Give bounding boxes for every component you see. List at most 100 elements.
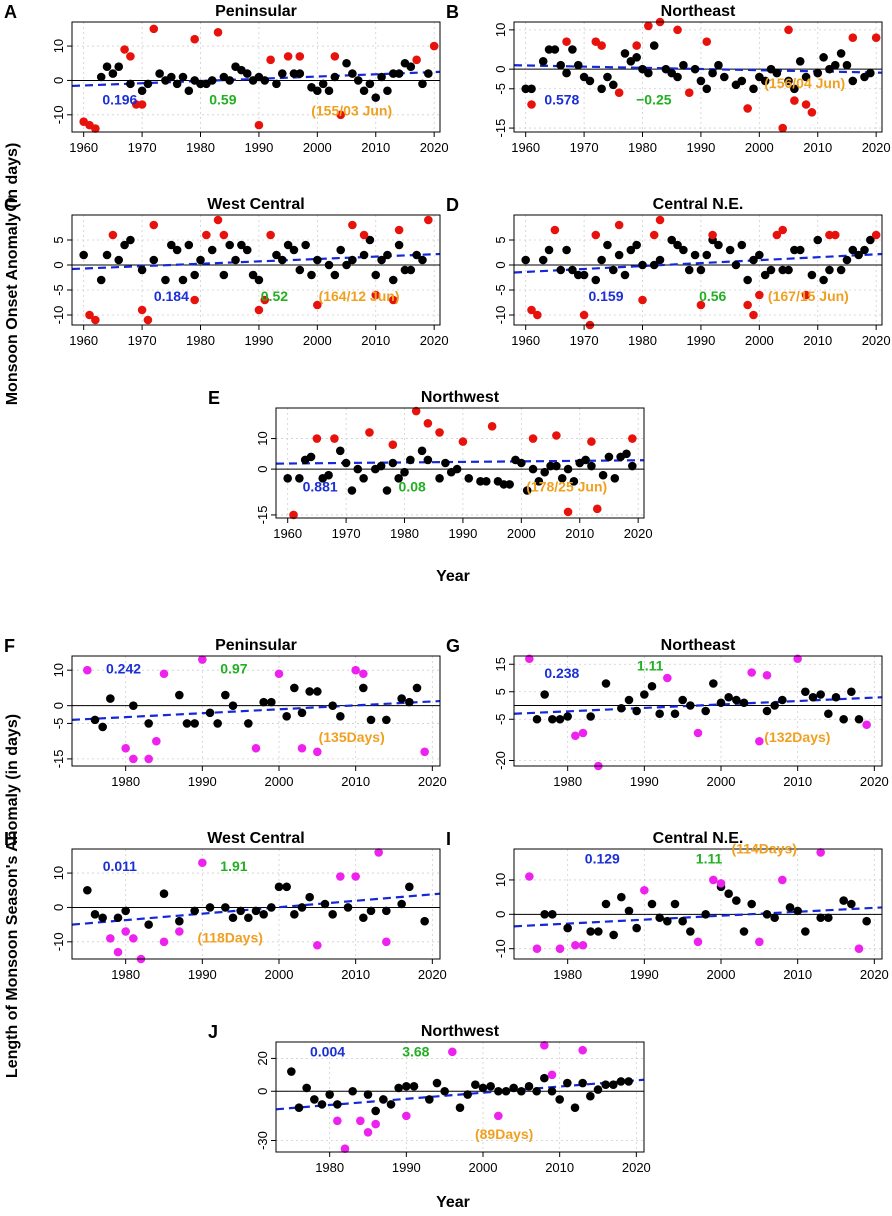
point-normal [336, 245, 345, 255]
point-normal [79, 250, 88, 260]
point-normal [190, 719, 199, 728]
point-normal [98, 913, 107, 923]
trend-line [513, 906, 883, 928]
point-normal [790, 84, 799, 94]
point-extreme [198, 655, 207, 664]
point-extreme [693, 937, 703, 947]
point-normal [532, 714, 542, 724]
point-normal [684, 265, 694, 275]
point-normal [647, 899, 657, 909]
point-extreme [348, 220, 357, 230]
point-extreme [807, 108, 817, 117]
point-extreme [129, 934, 138, 943]
slope-annotation: 0.011 [103, 858, 137, 874]
point-normal [486, 1082, 495, 1091]
point-extreme [547, 1070, 557, 1080]
point-normal [747, 899, 756, 909]
point-extreme [552, 431, 561, 440]
point-normal [679, 60, 688, 70]
point-extreme [394, 225, 404, 235]
point-extreme [778, 123, 787, 133]
point-normal [702, 84, 712, 94]
point-normal [313, 86, 322, 96]
mean-annotation: (114Days) [732, 840, 797, 856]
point-normal [335, 446, 345, 456]
point-normal [347, 486, 357, 495]
point-extreme [640, 885, 649, 895]
y-tick-label: -5 [493, 284, 508, 296]
point-extreme [121, 927, 130, 936]
point-extreme [371, 290, 381, 300]
point-normal [155, 69, 164, 78]
point-extreme [356, 1116, 365, 1126]
plot-frame [275, 1041, 645, 1153]
point-normal [598, 470, 608, 480]
point-normal [772, 68, 782, 78]
y-tick-label: -10 [51, 105, 66, 124]
point-normal [260, 76, 270, 85]
point-normal [287, 1067, 296, 1076]
point-normal [678, 916, 687, 926]
x-tick-label: 2020 [860, 967, 889, 982]
x-tick-label: 2000 [265, 774, 294, 789]
point-normal [90, 910, 100, 919]
point-extreme [152, 736, 161, 746]
point-normal [478, 1083, 488, 1093]
plot-frame [275, 407, 645, 519]
point-extreme [388, 440, 398, 449]
point-normal [113, 913, 123, 923]
y-tick-label: -15 [493, 119, 508, 138]
slope-annotation: 0.159 [588, 288, 623, 304]
x-tick-label: 1960 [69, 140, 98, 155]
point-normal [830, 60, 840, 70]
trend-line [71, 699, 441, 721]
point-normal [749, 84, 758, 94]
x-tick-label: 1970 [128, 333, 157, 348]
plot-frame [71, 21, 441, 133]
point-normal [808, 692, 818, 702]
point-normal [731, 260, 741, 270]
point-normal [267, 697, 276, 707]
point-normal [394, 1083, 403, 1093]
slope-annotation: 0.129 [585, 850, 620, 866]
mean-annotation: (118Days) [198, 930, 263, 946]
point-normal [655, 709, 664, 719]
point-normal [743, 275, 752, 285]
point-extreme [330, 52, 340, 61]
point-extreme [149, 220, 159, 230]
point-extreme [374, 848, 383, 857]
point-normal [573, 60, 583, 70]
point-extreme [448, 1047, 457, 1057]
point-extreme [579, 310, 589, 320]
point-normal [102, 250, 112, 260]
point-normal [341, 458, 351, 468]
point-normal [647, 681, 657, 691]
point-normal [632, 923, 641, 933]
point-normal [624, 695, 634, 705]
point-normal [342, 58, 351, 68]
point-normal [540, 690, 549, 699]
point-normal [290, 910, 299, 919]
point-normal [121, 906, 130, 916]
point-normal [597, 255, 606, 265]
point-normal [251, 906, 261, 916]
point-normal [126, 79, 135, 89]
point-normal [394, 69, 404, 78]
y-tick-label: 10 [493, 23, 508, 37]
significance-annotation: 1.11 [696, 850, 723, 866]
point-normal [547, 1086, 557, 1096]
x-tick-label: 2000 [707, 967, 736, 982]
point-normal [578, 1078, 587, 1088]
point-normal [655, 913, 664, 923]
point-normal [386, 1100, 396, 1109]
point-extreme [113, 947, 123, 957]
plot-frame [71, 848, 441, 960]
panel-b: 1960 1970 1980 1990 2000 2010 2020 -15 -5 0 10 Nort… [446, 2, 891, 155]
point-normal [562, 68, 571, 78]
point-normal [424, 69, 433, 78]
mean-annotation: (89Days) [475, 1126, 533, 1142]
x-tick-label: 1990 [188, 774, 217, 789]
point-normal [359, 683, 368, 693]
point-extreme [129, 754, 138, 764]
point-normal [149, 255, 159, 265]
